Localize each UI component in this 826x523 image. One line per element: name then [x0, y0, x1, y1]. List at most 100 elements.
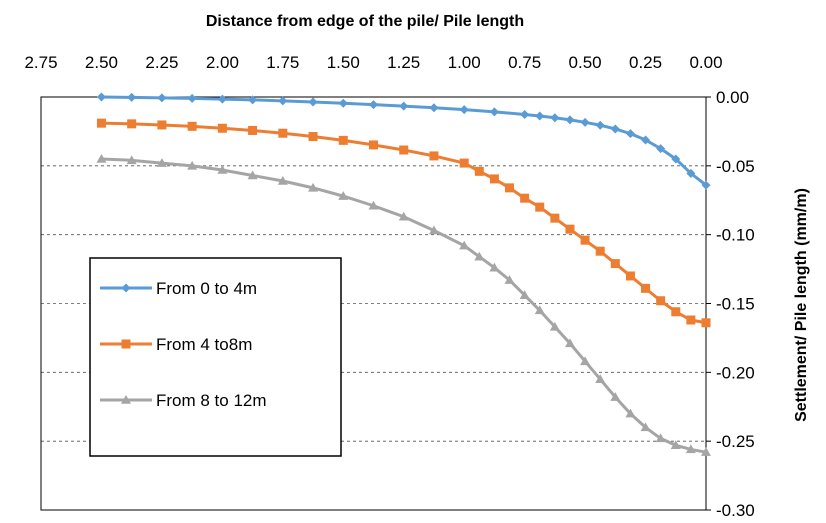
data-point [580, 356, 591, 366]
data-point [701, 180, 711, 190]
legend-label: From 4 to8m [156, 335, 252, 354]
data-point [126, 155, 137, 165]
data-point [580, 235, 590, 245]
data-point [535, 111, 545, 121]
data-point [610, 124, 620, 134]
data-point [187, 160, 198, 170]
data-point [278, 96, 288, 106]
data-point [277, 175, 288, 185]
data-point [429, 151, 439, 161]
x-axis-ticks: 2.75 2.50 2.25 2.00 1.75 1.50 1.25 1.00 0.75 0.50… [24, 53, 722, 72]
legend-item: From 0 to 4m [100, 279, 257, 298]
data-point [549, 321, 560, 331]
series-1 [96, 92, 711, 190]
data-point [369, 140, 378, 150]
data-point [459, 105, 469, 115]
data-point [625, 408, 636, 418]
data-point [96, 118, 106, 128]
data-point [625, 129, 635, 139]
data-point [565, 224, 575, 234]
data-point [308, 182, 319, 192]
data-point [656, 296, 666, 306]
data-point [399, 101, 409, 111]
data-point [308, 132, 318, 142]
legend-marker [121, 395, 131, 404]
x-tick-label: 0.75 [508, 53, 541, 72]
data-point [278, 128, 288, 138]
series-layer [96, 92, 711, 456]
series-2 [96, 118, 711, 328]
x-tick-label: 1.75 [266, 53, 299, 72]
x-tick-label: 1.00 [448, 53, 481, 72]
data-point [187, 121, 197, 131]
y-tick-label: -0.05 [716, 157, 755, 176]
data-point [685, 444, 696, 454]
data-point [686, 315, 696, 325]
data-point [247, 170, 258, 180]
x-tick-label: 0.50 [569, 53, 602, 72]
data-point [96, 92, 106, 102]
series-3 [96, 153, 711, 456]
data-point [459, 240, 470, 250]
legend-label: From 8 to 12m [156, 391, 267, 410]
data-point [520, 193, 530, 203]
y-axis-title: Settlement/ Pile length (mm/m) [793, 188, 810, 422]
data-point [459, 158, 469, 168]
data-point [399, 145, 409, 155]
data-point [610, 392, 621, 401]
data-point [368, 200, 379, 210]
data-point [489, 262, 500, 272]
data-point [157, 93, 167, 103]
legend-item: From 8 to 12m [100, 391, 267, 410]
data-point [248, 95, 258, 105]
y-tick-label: -0.20 [716, 363, 755, 382]
data-point [534, 305, 545, 315]
data-point [519, 290, 530, 299]
x-tick-label: 2.00 [206, 53, 239, 72]
y-tick-label: 0.00 [716, 88, 749, 107]
x-tick-label: 1.50 [327, 53, 360, 72]
data-point [96, 153, 107, 163]
data-point [338, 191, 349, 200]
legend-marker [121, 283, 131, 293]
legend-label: From 0 to 4m [156, 279, 257, 298]
x-tick-label: 0.25 [629, 53, 662, 72]
x-tick-label: 1.25 [387, 53, 420, 72]
x-axis-title: Distance from edge of the pile/ Pile len… [206, 13, 524, 30]
data-point [505, 183, 515, 193]
data-point [338, 135, 348, 145]
y-tick-label: -0.25 [716, 432, 755, 451]
legend-marker [121, 339, 131, 349]
data-point [565, 115, 575, 125]
data-point [595, 374, 606, 383]
data-point [338, 98, 348, 108]
y-tick-label: -0.30 [716, 501, 755, 520]
y-tick-label: -0.15 [716, 295, 755, 314]
data-point [625, 271, 635, 281]
data-point [369, 100, 378, 110]
data-point [429, 103, 439, 113]
x-tick-label: 2.75 [24, 53, 57, 72]
data-point [656, 144, 666, 154]
legend-box [89, 257, 342, 457]
data-point [701, 318, 711, 328]
data-point [595, 246, 605, 256]
data-point [670, 440, 681, 450]
data-point [156, 158, 167, 167]
y-tick-label: -0.10 [716, 226, 755, 245]
data-point [701, 447, 711, 456]
data-point [564, 338, 575, 348]
data-point [550, 213, 560, 223]
data-point [217, 94, 227, 104]
legend: From 0 to 4m From 4 to8m From 8 to 12m [89, 257, 342, 457]
plot-area [40, 96, 707, 511]
data-point [640, 422, 651, 432]
data-point [474, 166, 484, 176]
data-point [428, 225, 439, 235]
data-point [489, 107, 499, 117]
data-point [655, 433, 666, 443]
data-point [127, 92, 137, 102]
data-point [580, 117, 590, 127]
data-point [398, 211, 409, 221]
